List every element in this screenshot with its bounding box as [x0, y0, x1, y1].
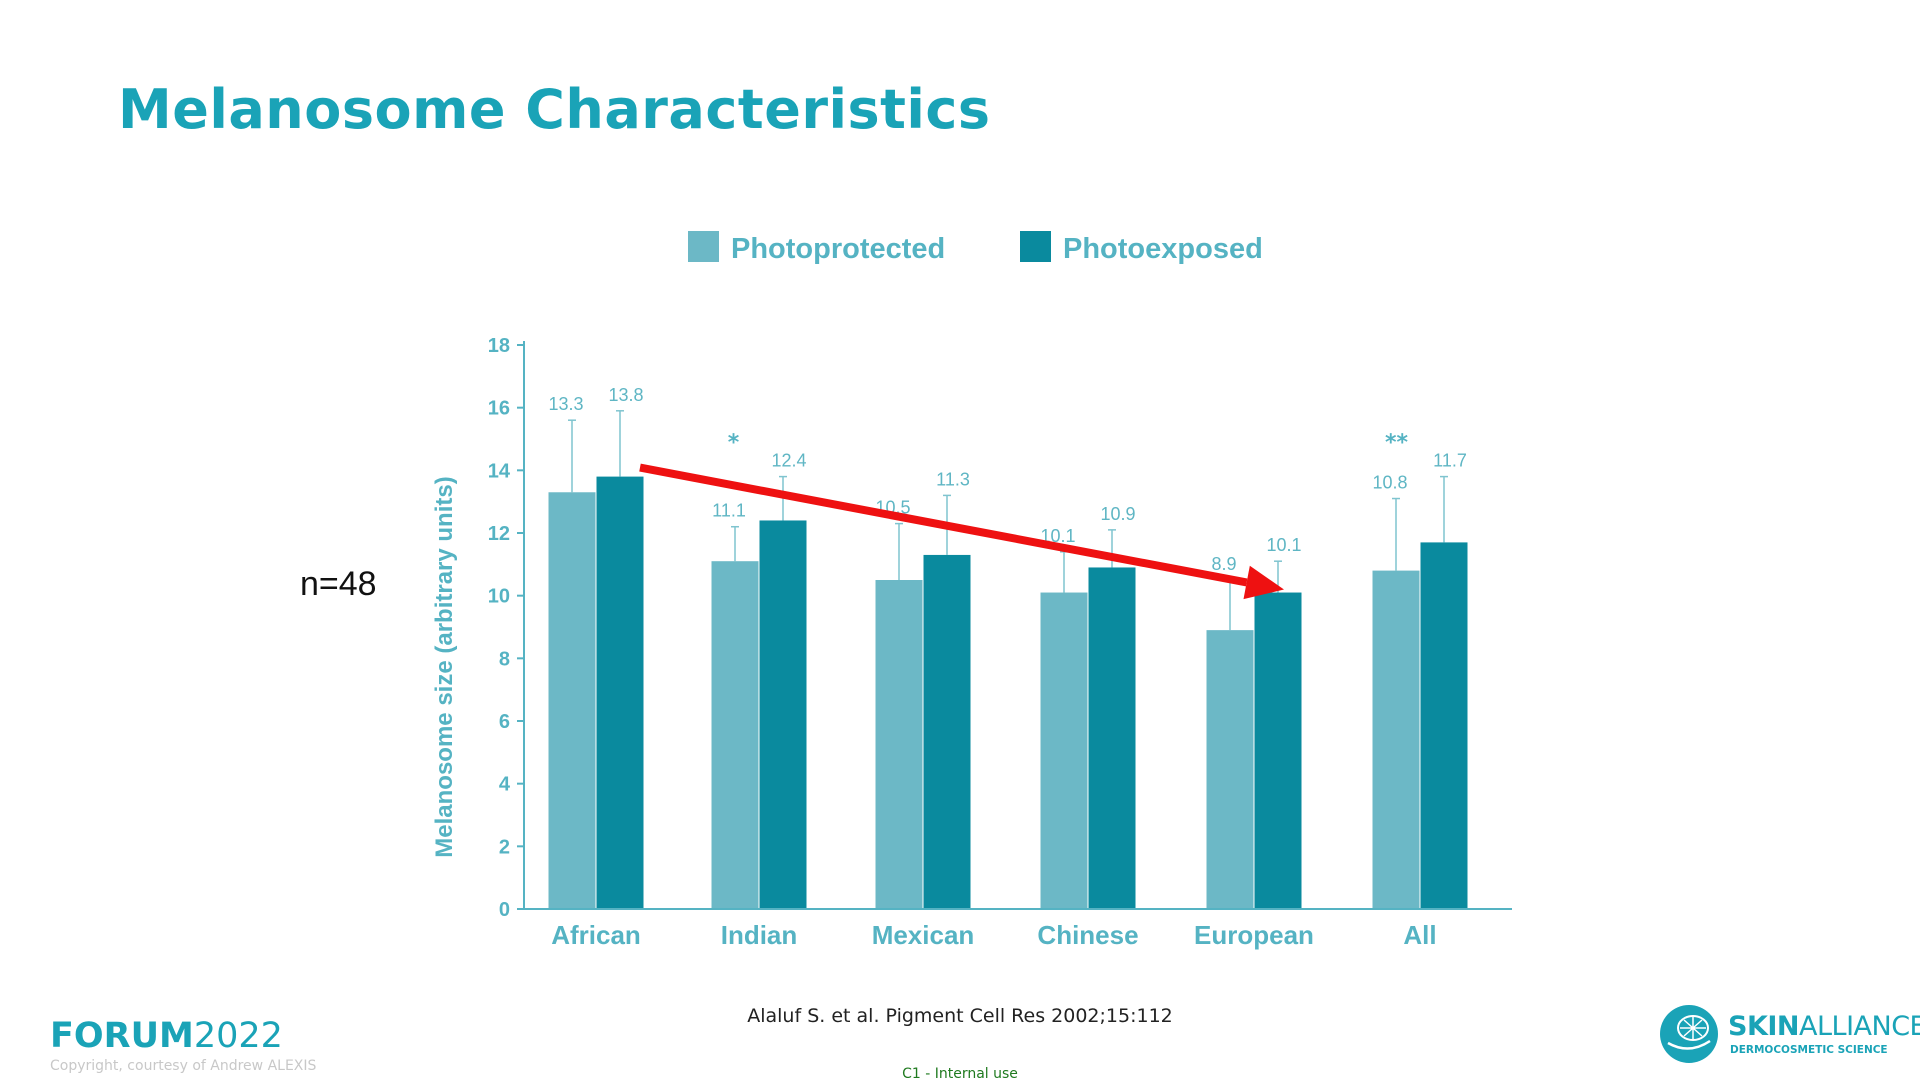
bar-african-photoexposed — [596, 476, 644, 909]
classification-label: C1 - Internal use — [902, 1066, 1018, 1082]
data-label: 10.9 — [1100, 504, 1135, 524]
trend-arrow — [639, 463, 1284, 600]
y-tick-label: 8 — [499, 648, 510, 670]
bar-chinese-photoprotected — [1040, 592, 1088, 909]
y-tick-label: 0 — [499, 899, 510, 921]
brand-name-light: ALLIANCE — [1799, 1011, 1920, 1042]
bar-chinese-photoexposed — [1088, 567, 1136, 909]
y-tick-label: 16 — [488, 398, 510, 420]
citation: Alaluf S. et al. Pigment Cell Res 2002;1… — [747, 1005, 1173, 1027]
legend-swatch-photoprotected — [688, 231, 719, 262]
y-axis: 0 2 4 6 8 10 12 14 16 18 Melanosome size (arbitrar… — [431, 335, 525, 921]
y-tick-label: 4 — [499, 774, 511, 796]
bar-indian-photoexposed — [759, 520, 807, 909]
y-tick-label: 18 — [488, 335, 510, 357]
y-tick-label: 2 — [499, 836, 510, 858]
bar-mexican-photoprotected — [875, 580, 923, 909]
bar-all-photoprotected — [1372, 570, 1420, 909]
data-label: 11.7 — [1433, 451, 1467, 471]
data-label: 11.1 — [712, 501, 746, 521]
melanosome-bar-chart: Photoprotected Photoexposed 0 2 4 6 8 10 12 14 16… — [431, 231, 1512, 950]
legend-swatch-photoexposed — [1020, 231, 1051, 262]
bars: 13.3 13.811.112.4*10.511.310.110.98.910.1… — [548, 385, 1468, 909]
data-label: 8.9 — [1211, 554, 1236, 574]
y-tick-label: 14 — [488, 460, 511, 482]
x-category-label: All — [1403, 920, 1436, 950]
data-label: 11.3 — [936, 469, 970, 489]
data-label: 10.1 — [1040, 526, 1075, 546]
x-category-label: Mexican — [872, 920, 975, 950]
data-label: 10.1 — [1266, 535, 1301, 555]
trend-arrow-shaft — [639, 463, 1248, 587]
bar-european-photoexposed — [1254, 592, 1302, 909]
y-tick-label: 12 — [488, 523, 510, 545]
brand-name-strong: SKIN — [1728, 1011, 1800, 1042]
data-label: 13.3 — [548, 394, 583, 414]
bar-mexican-photoexposed — [923, 554, 971, 909]
bar-european-photoprotected — [1206, 630, 1254, 909]
slide-title: Melanosome Characteristics — [118, 78, 991, 141]
legend-label-photoprotected: Photoprotected — [731, 233, 945, 265]
significance-marker: ** — [1385, 431, 1409, 456]
data-label: 12.4 — [771, 451, 806, 471]
globe-icon — [1660, 1005, 1718, 1063]
x-category-label: African — [551, 920, 641, 950]
bar-all-photoexposed — [1420, 542, 1468, 909]
y-axis-label: Melanosome size (arbitrary units) — [431, 476, 458, 857]
brand-name: SKINALLIANCE — [1728, 1011, 1920, 1042]
sample-size-label: n=48 — [300, 565, 377, 603]
x-category-label: Indian — [721, 920, 798, 950]
y-tick-label: 10 — [488, 586, 510, 608]
forum-logo: FORUM2022 — [50, 1016, 283, 1056]
brand-tagline: DERMOCOSMETIC SCIENCE — [1730, 1044, 1888, 1056]
x-category-label: European — [1194, 920, 1314, 950]
copyright-note: Copyright, courtesy of Andrew ALEXIS — [50, 1058, 317, 1074]
bar-indian-photoprotected — [711, 561, 759, 909]
bar-african-photoprotected — [548, 492, 596, 909]
x-axis: African Indian Mexican Chinese European All — [524, 908, 1512, 950]
legend-label-photoexposed: Photoexposed — [1063, 233, 1263, 265]
forum-year: 2022 — [193, 1016, 283, 1056]
data-label: 10.8 — [1372, 473, 1407, 493]
data-label: 13.8 — [608, 385, 643, 405]
significance-marker: * — [728, 431, 740, 456]
trend-arrow-head — [1243, 565, 1284, 600]
y-tick-label: 6 — [499, 711, 510, 733]
chart-legend: Photoprotected Photoexposed — [688, 231, 1263, 265]
x-category-label: Chinese — [1037, 920, 1138, 950]
forum-word: FORUM — [50, 1016, 194, 1056]
